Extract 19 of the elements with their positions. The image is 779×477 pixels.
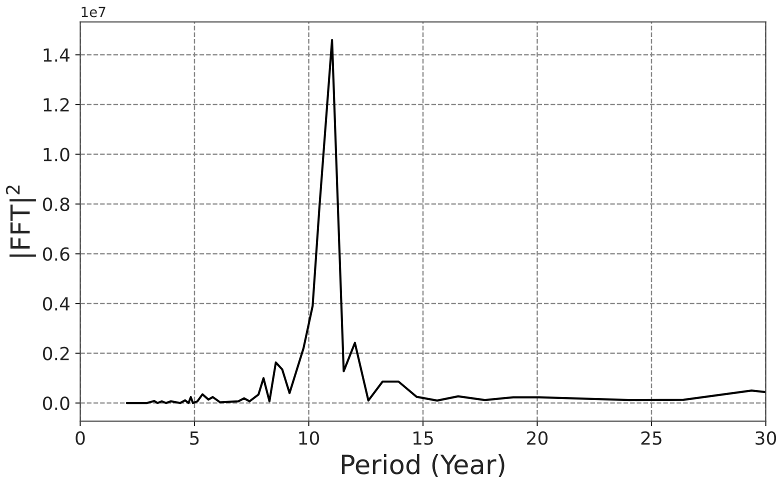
y-tick-label: 0.2	[42, 346, 69, 360]
line-series	[126, 39, 766, 404]
y-axis-title: |FFT|$^{2}$	[6, 186, 36, 257]
y-tick-label: 1.2	[44, 98, 69, 112]
y-tick-label: 0.4	[42, 296, 70, 311]
x-tick-label: 30	[756, 431, 776, 445]
x-tick-label: 5	[190, 431, 199, 445]
y-tick-label: 1.4	[44, 48, 70, 62]
x-tick-label: 25	[641, 431, 662, 445]
text: 1e7	[82, 6, 106, 18]
x-tick-label: 10	[299, 431, 320, 445]
y-tick-label: 0.0	[42, 396, 70, 410]
x-tick-label: 20	[527, 431, 548, 445]
y-tick-label: 0.8	[42, 197, 70, 212]
x-tick-label: 15	[413, 431, 433, 445]
x-tick-label: 0	[76, 431, 85, 445]
y-tick-label: 1.0	[44, 148, 70, 162]
x-axis-title: Period (Year)	[342, 454, 504, 477]
y-tick-label: 0.6	[42, 247, 70, 261]
